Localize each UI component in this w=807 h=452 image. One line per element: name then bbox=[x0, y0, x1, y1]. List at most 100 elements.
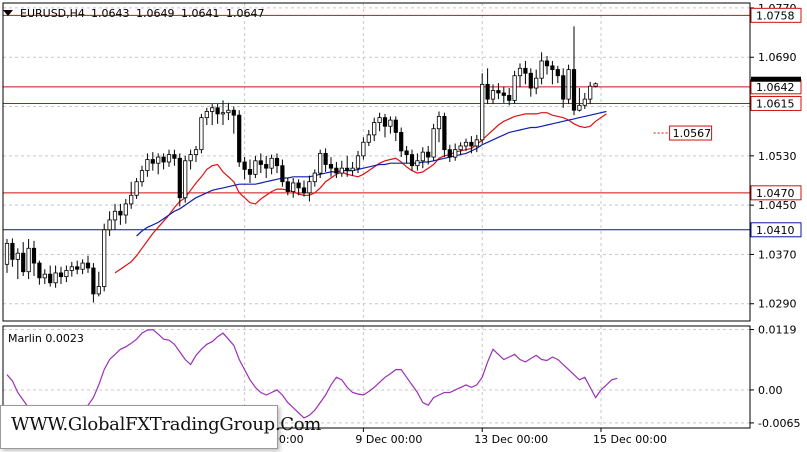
candle-body bbox=[177, 157, 182, 199]
candle-body bbox=[118, 210, 123, 216]
candle-body bbox=[528, 72, 533, 89]
candle-body bbox=[123, 203, 128, 216]
candle-body bbox=[129, 194, 134, 205]
candle-body bbox=[523, 67, 528, 74]
price-levels bbox=[3, 14, 750, 231]
candle-body bbox=[544, 60, 550, 67]
candle-body bbox=[48, 273, 53, 284]
candle-body bbox=[453, 149, 458, 158]
chart-close-price: 1.0647 bbox=[226, 7, 265, 20]
candle-body bbox=[199, 117, 204, 151]
time-tick-label: 13 Dec 00:00 bbox=[474, 433, 548, 446]
price-level-tag bbox=[750, 95, 802, 111]
candle-body bbox=[301, 187, 307, 194]
candle-body bbox=[517, 67, 523, 77]
candle-body bbox=[539, 60, 544, 79]
price-tick-label: 1.0530 bbox=[758, 150, 797, 163]
chart-collapse-arrow-icon[interactable] bbox=[3, 10, 13, 16]
candle-body bbox=[237, 114, 242, 163]
price-level-label: 1.0410 bbox=[756, 224, 795, 237]
candle-body bbox=[366, 134, 371, 143]
chart-high-price: 1.0649 bbox=[136, 7, 175, 20]
candle-body bbox=[312, 172, 317, 183]
marlin-indicator bbox=[6, 328, 618, 421]
candle-body bbox=[80, 262, 85, 270]
candle-body bbox=[339, 167, 344, 174]
time-tick-label: 9 Dec 00:00 bbox=[355, 433, 422, 446]
candle-body bbox=[112, 210, 118, 221]
candle-body bbox=[75, 266, 80, 270]
candle-body bbox=[231, 109, 236, 116]
candle-body bbox=[490, 90, 496, 100]
candle-body bbox=[96, 286, 101, 295]
candle-body bbox=[53, 272, 58, 284]
candle-body bbox=[399, 132, 404, 152]
candle-body bbox=[274, 157, 280, 167]
candle-body bbox=[436, 115, 442, 130]
candle-body bbox=[372, 122, 377, 136]
candle-body bbox=[561, 75, 566, 100]
candle-body bbox=[420, 151, 425, 162]
candle-body bbox=[69, 266, 74, 271]
chart-open-price: 1.0643 bbox=[91, 7, 130, 20]
price-level-label: 1.0470 bbox=[756, 187, 795, 200]
candle-body bbox=[210, 107, 215, 112]
candle-body bbox=[566, 69, 571, 100]
candle-body bbox=[328, 164, 334, 169]
candle-body bbox=[442, 115, 447, 151]
candle-body bbox=[188, 154, 193, 162]
candle-body bbox=[247, 168, 253, 175]
candle-body bbox=[393, 119, 398, 133]
annotation-tag bbox=[669, 125, 713, 141]
candle-body bbox=[426, 151, 431, 158]
candle-body bbox=[593, 83, 598, 87]
candle-body bbox=[264, 164, 269, 169]
candle-body bbox=[37, 262, 42, 279]
candle-body bbox=[404, 150, 409, 156]
price-tick-label: 1.0370 bbox=[758, 248, 797, 261]
candle-body bbox=[269, 157, 274, 169]
candle-body bbox=[388, 119, 393, 127]
candle-body bbox=[582, 98, 587, 106]
time-tick-label: 15 Dec 00:00 bbox=[593, 433, 667, 446]
candle-body bbox=[26, 247, 31, 273]
candle-body bbox=[134, 181, 139, 196]
candle-body bbox=[193, 149, 199, 156]
candle-body bbox=[156, 156, 161, 164]
candle-body bbox=[21, 252, 26, 273]
moving-average-line bbox=[136, 110, 607, 237]
indicator-tick-label: -0.0065 bbox=[758, 417, 800, 430]
candle-body bbox=[145, 159, 150, 172]
candle-body bbox=[534, 77, 539, 89]
candle-body bbox=[10, 242, 15, 260]
candle-body bbox=[296, 182, 301, 189]
watermark-text: WWW.GlobalFXTradingGroup.Com bbox=[11, 414, 322, 435]
candle-body bbox=[555, 69, 560, 77]
candle-body bbox=[318, 152, 323, 174]
candle-body bbox=[571, 69, 577, 111]
candle-body bbox=[501, 92, 506, 96]
candle-body bbox=[64, 270, 69, 278]
candle-body bbox=[172, 154, 177, 159]
candle-body bbox=[242, 161, 247, 170]
candle-body bbox=[220, 112, 226, 115]
candle-body bbox=[91, 267, 96, 295]
candle-body bbox=[480, 83, 485, 141]
candle-body bbox=[107, 219, 112, 231]
candle-body bbox=[458, 145, 463, 151]
candle-body bbox=[139, 170, 145, 183]
price-level-label: 1.0758 bbox=[756, 9, 795, 22]
candle-body bbox=[307, 181, 312, 194]
candle-body bbox=[415, 160, 420, 167]
candle-body bbox=[42, 273, 47, 279]
candle-body bbox=[334, 167, 339, 174]
marlin-line bbox=[6, 328, 618, 421]
candle-body bbox=[323, 152, 328, 165]
chart-low-price: 1.0641 bbox=[181, 7, 220, 20]
current-price-marker bbox=[751, 76, 801, 82]
candlesticks[interactable] bbox=[4, 26, 598, 303]
candle-body bbox=[447, 149, 452, 158]
